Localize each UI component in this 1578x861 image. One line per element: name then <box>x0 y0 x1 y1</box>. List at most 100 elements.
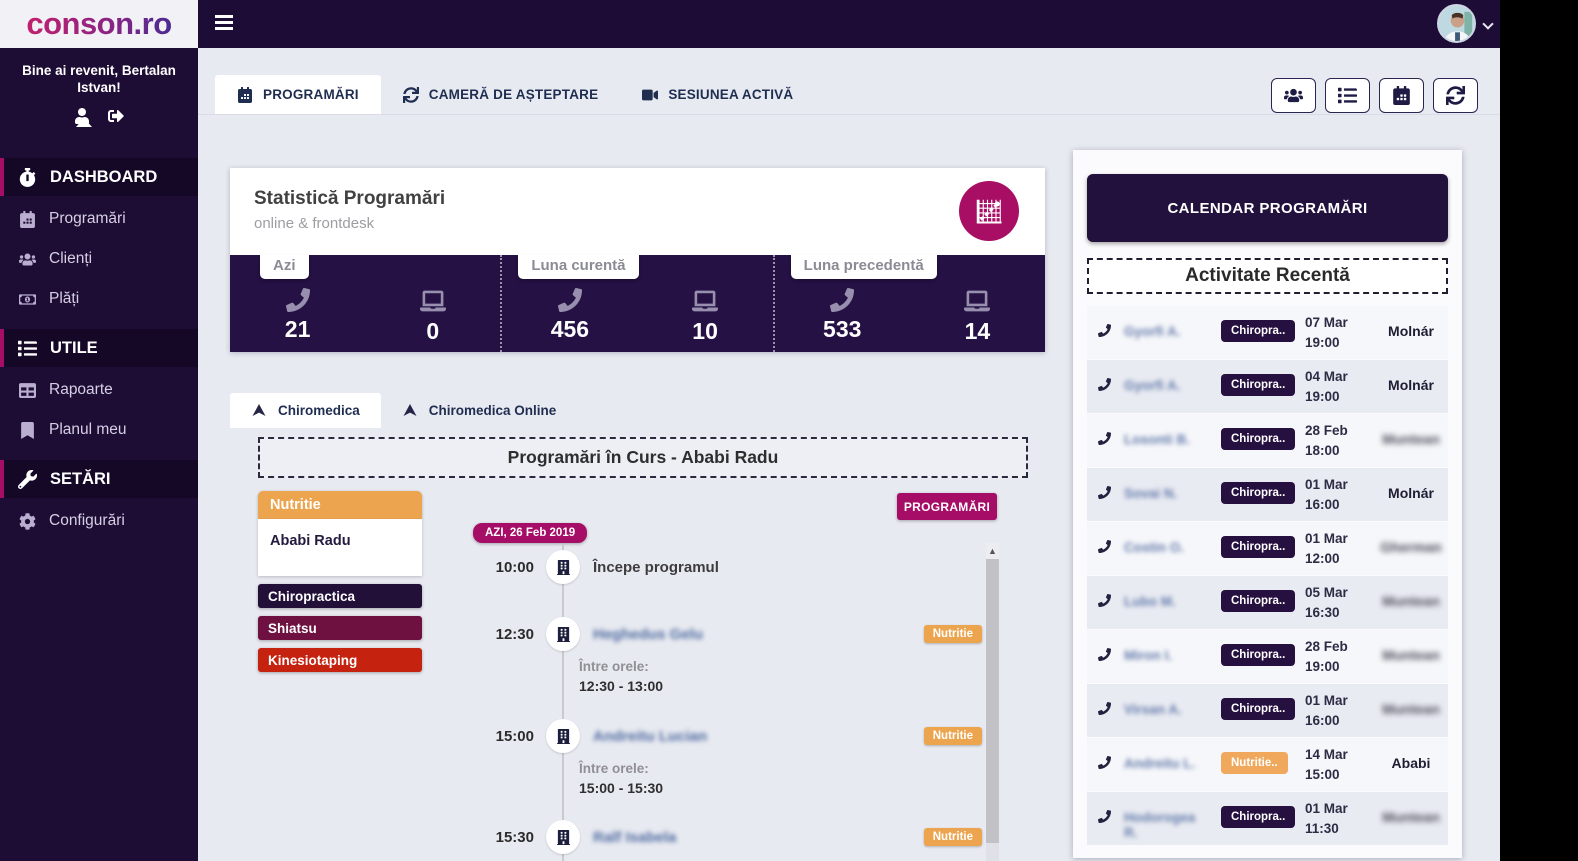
tab-label: SESIUNEA ACTIVĂ <box>668 87 794 102</box>
topbar <box>198 0 1500 48</box>
avatar-image <box>1439 6 1474 41</box>
money-icon <box>19 293 36 305</box>
specialist-name: Muntean <box>1382 647 1440 663</box>
phone-icon <box>1098 432 1111 445</box>
specialist-name: Ababi <box>1391 755 1431 771</box>
recent-activity-row[interactable]: Gyorfi A. Chiropra.. 07 Mar 19:00 Molnár <box>1087 306 1448 359</box>
service-badge: Chiropra.. <box>1221 374 1296 396</box>
event-title: Începe programul <box>593 558 719 576</box>
users-icon <box>1284 88 1303 103</box>
phone-stat: 456 <box>502 288 637 352</box>
sidebar-item-configur-ri[interactable]: Configurări <box>0 501 198 541</box>
event-range: 12:30 - 13:00 <box>579 678 664 694</box>
sidebar-item-clien-i[interactable]: Clienți <box>0 239 198 279</box>
sidebar-item-planul-meu[interactable]: Planul meu <box>0 410 198 450</box>
client-name: Gyorfi A. <box>1124 324 1181 339</box>
specialist-name: Muntean <box>1382 701 1440 717</box>
recent-activity-row[interactable]: Losonti B. Chiropra.. 28 Feb 18:00 Muntean <box>1087 414 1448 467</box>
scrollbar-up-icon[interactable]: ▲ <box>986 543 999 559</box>
programari-button[interactable]: PROGRAMĂRI <box>897 493 997 520</box>
gears-icon <box>19 512 36 530</box>
phone-icon-wrap <box>1098 648 1111 661</box>
recent-activity-row[interactable]: Virsan A. Chiropra.. 01 Mar 16:00 Muntean <box>1087 684 1448 737</box>
timeline-event[interactable]: 12:30 Heghedus Gelu Nutritie Între orele: 12… <box>458 617 982 694</box>
tab-program-ri[interactable]: PROGRAMĂRI <box>215 75 381 114</box>
hamburger-menu-icon[interactable] <box>215 15 233 33</box>
event-category-badge: Nutritie <box>923 727 982 745</box>
recent-activity-row[interactable]: Miron I. Chiropra.. 28 Feb 19:00 Muntean <box>1087 630 1448 683</box>
phone-icon <box>1098 702 1111 715</box>
recent-activity-header: Activitate Recentă <box>1087 258 1448 294</box>
list-icon <box>18 340 37 356</box>
list-button[interactable] <box>1325 78 1370 113</box>
recent-activity-row[interactable]: Gyorfi A. Chiropra.. 04 Mar 19:00 Molnár <box>1087 360 1448 413</box>
in-progress-header: Programări în Curs - Ababi Radu <box>258 437 1028 478</box>
accordion-item-chiropractica[interactable]: Chiropractica <box>258 584 422 608</box>
sidebar-item-rapoarte[interactable]: Rapoarte <box>0 370 198 410</box>
toolbar <box>1271 78 1478 113</box>
stats-group-label: Luna precedentă <box>790 255 937 279</box>
service-badge: Chiropra.. <box>1221 536 1296 558</box>
event-range-label: Între orele: <box>579 659 649 674</box>
sidebar-item-pl-i[interactable]: Plăți <box>0 279 198 319</box>
event-range-label: Între orele: <box>579 761 649 776</box>
phone-icon-wrap <box>1098 486 1111 499</box>
phone-stat: 533 <box>775 288 910 352</box>
event-marker <box>546 550 580 584</box>
accordion-body: Ababi Radu <box>258 519 422 576</box>
clients-button[interactable] <box>1271 78 1316 113</box>
event-range: 15:00 - 15:30 <box>579 780 664 796</box>
specialist-name: Gherman <box>1380 539 1442 555</box>
appointment-datetime: 07 Mar 19:00 <box>1305 315 1348 350</box>
clinic-tab-chiromedica[interactable]: Chiromedica <box>230 393 381 428</box>
recent-activity-row[interactable]: Costin O. Chiropra.. 01 Mar 12:00 Gherman <box>1087 522 1448 575</box>
timeline-event[interactable]: 10:00 Începe programul <box>458 550 982 584</box>
scrollbar-thumb[interactable] <box>986 559 999 843</box>
active-pointer-icon <box>76 118 92 127</box>
sidebar-item-utile[interactable]: UTILE <box>0 329 198 367</box>
accordion-item-kinesiotaping[interactable]: Kinesiotaping <box>258 648 422 672</box>
phone-icon-wrap <box>1098 594 1111 607</box>
recent-activity-row[interactable]: Hodorogea R. Chiropra.. 01 Mar 11:30 Muntean <box>1087 792 1448 845</box>
calendar-button[interactable] <box>1379 78 1424 113</box>
user-avatar[interactable] <box>1437 4 1476 43</box>
line-chart-icon <box>976 199 1002 224</box>
sidebar-item-label: Planul meu <box>49 421 127 438</box>
logo-box[interactable]: conson.ro <box>0 0 198 48</box>
recent-activity-row[interactable]: Andreitu L. Nutritie.. 14 Mar 15:00 Ababi <box>1087 738 1448 791</box>
sidebar-item-set-ri[interactable]: SETĂRI <box>0 460 198 498</box>
phone-count: 456 <box>550 316 590 342</box>
calendar-icon <box>1393 86 1410 105</box>
chevron-down-icon[interactable] <box>1482 18 1494 30</box>
clinic-tab-label: Chiromedica <box>278 403 360 418</box>
sidebar-item-dashboard[interactable]: DASHBOARD <box>0 158 198 196</box>
event-time: 10:00 <box>495 558 534 576</box>
sidebar: conson.ro Bine ai revenit, Bertalan Istv… <box>0 0 198 861</box>
day-badge: AZI, 26 Feb 2019 <box>473 523 588 543</box>
peak-icon <box>252 403 266 416</box>
recent-activity-row[interactable]: Lubo M. Chiropra.. 05 Mar 16:30 Muntean <box>1087 576 1448 629</box>
accordion-item-nutritie[interactable]: Nutritie <box>258 491 422 519</box>
phone-icon-wrap <box>1098 324 1111 337</box>
timeline-event[interactable]: 15:30 Ralf Isabela Nutritie <box>458 820 982 854</box>
specialist-name[interactable]: Ababi Radu <box>270 533 351 549</box>
sync-icon <box>402 86 419 103</box>
sidebar-item-program-ri[interactable]: Programări <box>0 199 198 239</box>
clinic-tab-chiromedica-online[interactable]: Chiromedica Online <box>381 393 578 428</box>
calendar-programari-button[interactable]: CALENDAR PROGRAMĂRI <box>1087 174 1448 242</box>
timeline-event[interactable]: 15:00 Andreitu Lucian Nutritie Între orele:… <box>458 719 982 796</box>
phone-icon <box>830 288 855 312</box>
refresh-button[interactable] <box>1433 78 1478 113</box>
accordion-item-shiatsu[interactable]: Shiatsu <box>258 616 422 640</box>
tab-camer-de-a-teptare[interactable]: CAMERĂ DE AȘTEPTARE <box>381 75 621 114</box>
recent-activity-row[interactable]: Sovai N. Chiropra.. 01 Mar 16:00 Molnár <box>1087 468 1448 521</box>
laptop-icon <box>692 290 719 312</box>
appointment-datetime: 28 Feb 18:00 <box>1305 423 1348 458</box>
phone-icon-wrap <box>1098 540 1111 553</box>
specialist-name: Muntean <box>1382 431 1440 447</box>
logout-button[interactable] <box>108 108 124 124</box>
appointment-datetime: 01 Mar 16:00 <box>1305 477 1348 512</box>
tab-sesiunea-activ-[interactable]: SESIUNEA ACTIVĂ <box>620 75 815 114</box>
phone-icon-wrap <box>1098 432 1111 445</box>
timeline-scrollbar[interactable]: ▲ <box>986 543 999 861</box>
